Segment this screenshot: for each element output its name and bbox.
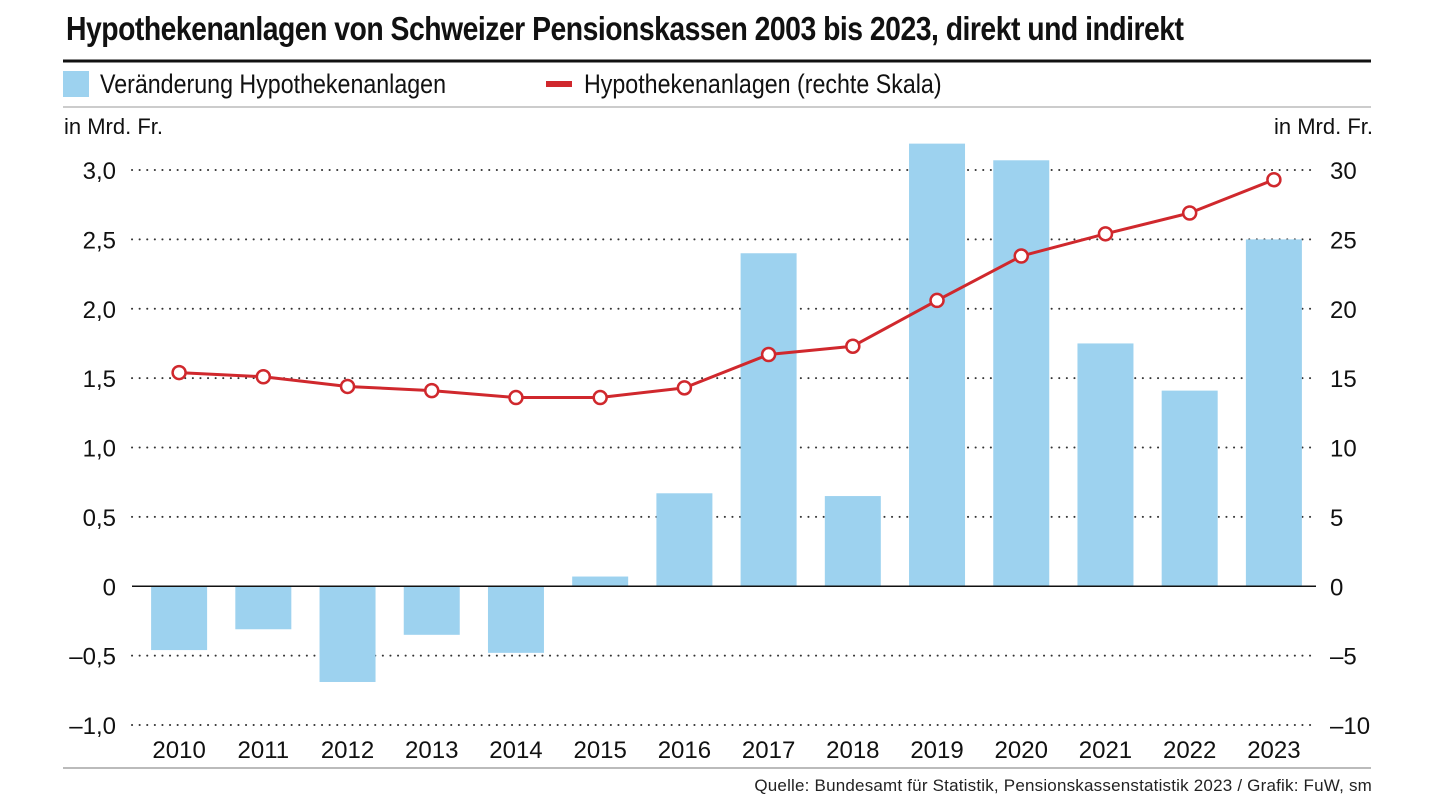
y-right-tick-label: 5 <box>1330 505 1343 532</box>
bar-2017 <box>740 253 797 587</box>
y-left-tick-label: 1,0 <box>83 436 116 463</box>
chart-title: Hypothekenanlagen von Schweizer Pensions… <box>66 10 1184 47</box>
x-tick-label: 2017 <box>742 737 795 764</box>
bar-2010 <box>151 586 208 651</box>
x-tick-label: 2019 <box>910 737 963 764</box>
line-point-2019 <box>929 292 945 309</box>
y-right-tick-label: 25 <box>1330 227 1357 254</box>
line-point-2014 <box>508 389 524 406</box>
y-right-tick-label: 0 <box>1330 574 1343 601</box>
x-tick-label: 2015 <box>573 737 626 764</box>
x-tick-label: 2011 <box>238 737 290 764</box>
bar-2014 <box>487 586 544 653</box>
y-right-tick-label: –5 <box>1330 644 1357 671</box>
y-left-tick-label: 3,0 <box>83 158 116 185</box>
x-tick-label: 2016 <box>658 737 711 764</box>
bar-2016 <box>656 493 713 587</box>
x-tick-label: 2013 <box>405 737 458 764</box>
y-right-tick-label: –10 <box>1330 713 1370 740</box>
source-note: Quelle: Bundesamt für Statistik, Pension… <box>754 776 1372 795</box>
legend-line-label: Hypothekenanlagen (rechte Skala) <box>584 68 942 99</box>
line-point-2018 <box>845 338 861 354</box>
line-point-2020 <box>1013 248 1029 264</box>
y-right-tick-label: 15 <box>1330 366 1357 393</box>
line-point-2021 <box>1097 226 1114 242</box>
x-tick-label: 2014 <box>489 737 542 764</box>
y-right-tick-label: 30 <box>1330 158 1357 185</box>
y-right-tick-label: 20 <box>1330 297 1357 324</box>
line-point-2022 <box>1181 205 1198 221</box>
y-left-tick-label: 0,5 <box>83 505 116 532</box>
line-point-2023 <box>1266 171 1282 188</box>
x-tick-label: 2020 <box>995 737 1048 764</box>
x-tick-label: 2012 <box>321 737 374 764</box>
line-point-2013 <box>424 382 440 399</box>
bar-2023 <box>1245 239 1302 587</box>
legend-item-line: Hypothekenanlagen (rechte Skala) <box>546 64 1000 104</box>
x-tick-label: 2018 <box>826 737 879 764</box>
bar-2012 <box>319 586 376 682</box>
x-tick-label: 2021 <box>1079 737 1132 764</box>
bar-2021 <box>1077 343 1134 587</box>
legend-line-swatch <box>546 81 572 87</box>
y-right-tick-label: 10 <box>1330 436 1357 463</box>
x-tick-label: 2010 <box>152 737 205 764</box>
line-point-2012 <box>339 378 356 395</box>
bar-2018 <box>824 496 881 587</box>
y-left-tick-label: 0 <box>103 574 116 601</box>
bar-2019 <box>909 143 966 587</box>
legend-bar-swatch <box>63 71 89 97</box>
right-axis-unit: in Mrd. Fr. <box>1273 114 1373 139</box>
x-tick-label: 2023 <box>1247 737 1300 764</box>
line-series-path <box>179 178 1275 400</box>
legend-item-bars: Veränderung Hypothekenanlagen <box>63 64 502 104</box>
bar-2020 <box>993 160 1050 587</box>
bar-2022 <box>1161 390 1218 587</box>
line-point-2017 <box>760 346 777 363</box>
bar-2015 <box>572 576 629 587</box>
line-point-2015 <box>592 389 608 406</box>
y-left-tick-label: 2,5 <box>83 227 116 254</box>
line-point-2010 <box>171 364 187 381</box>
y-left-tick-label: –0,5 <box>69 644 116 671</box>
bar-2013 <box>403 586 460 635</box>
y-left-tick-label: 1,5 <box>83 366 116 393</box>
y-left-tick-label: 2,0 <box>83 297 116 324</box>
line-point-2011 <box>255 368 272 385</box>
legend-bar-label: Veränderung Hypothekenanlagen <box>100 68 447 99</box>
y-left-tick-label: –1,0 <box>69 713 116 740</box>
line-point-2016 <box>676 380 693 396</box>
left-axis-unit: in Mrd. Fr. <box>64 114 164 139</box>
x-tick-label: 2022 <box>1163 737 1216 764</box>
legend: Veränderung Hypothekenanlagen Hypotheken… <box>63 64 1371 104</box>
bar-2011 <box>235 586 292 630</box>
